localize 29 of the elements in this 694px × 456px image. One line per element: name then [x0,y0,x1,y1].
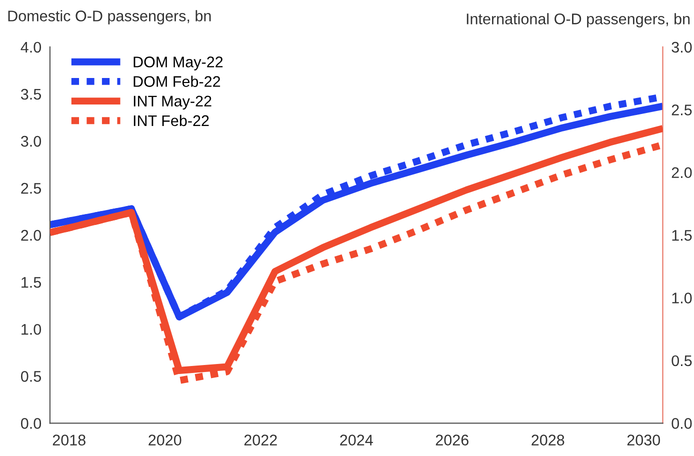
y2-axis-title: International O-D passengers, bn [466,13,690,28]
y-tick-label: 1.0 [22,324,42,335]
legend-label: DOM Feb-22 [134,76,220,87]
y-tick-label: 0.5 [20,371,41,382]
legend-label: DOM May-22 [134,56,223,70]
y-tick-label: 3.0 [20,136,42,147]
x-tick-label: 2020 [148,434,182,446]
y-axis-title: Domestic O-D passengers, bn [8,10,211,24]
y-tick-label: 0.0 [20,418,42,429]
x-tick-label: 2026 [436,434,468,446]
y-tick-label: 3.5 [20,88,41,100]
legend-label: INT Feb-22 [134,114,209,126]
x-tick-label: 2018 [52,434,86,446]
y2-tick-label: 0.5 [672,355,692,366]
legend-label: INT May-22 [134,96,212,110]
y2-tick-label: 3.0 [672,42,692,53]
x-tick-label: 2028 [532,434,564,446]
x-tick-label: 2022 [244,434,277,446]
x-tick-label: 2030 [627,434,660,446]
y-tick-label: 4.0 [20,42,42,53]
x-tick-label: 2024 [340,434,373,446]
y2-tick-label: 2.0 [672,167,692,178]
y2-tick-label: 1.5 [672,230,692,241]
y2-tick-label: 0.0 [672,418,692,429]
y-tick-label: 1.5 [22,277,41,288]
y2-tick-label: 2.5 [672,104,692,116]
y-tick-label: 2.5 [21,182,41,194]
y-tick-label: 2.0 [21,230,42,241]
y2-tick-label: 1.0 [672,292,692,304]
